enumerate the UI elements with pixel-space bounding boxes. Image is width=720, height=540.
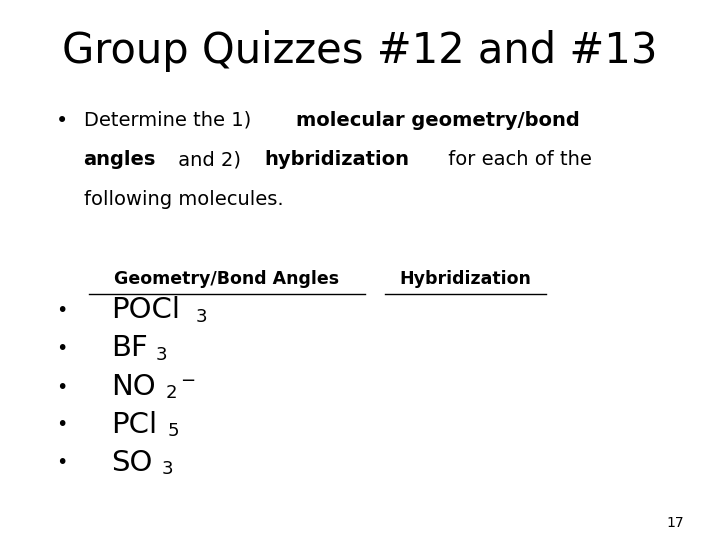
Text: •: • — [56, 377, 68, 397]
Text: •: • — [56, 339, 68, 358]
Text: hybridization: hybridization — [264, 150, 409, 169]
Text: molecular geometry/bond: molecular geometry/bond — [296, 111, 580, 130]
Text: Group Quizzes #12 and #13: Group Quizzes #12 and #13 — [62, 30, 658, 72]
Text: 3: 3 — [161, 460, 173, 478]
Text: BF: BF — [111, 334, 148, 362]
Text: 5: 5 — [167, 422, 179, 440]
Text: •: • — [56, 301, 68, 320]
Text: PCl: PCl — [111, 411, 157, 439]
Text: •: • — [56, 111, 68, 131]
Text: NO: NO — [111, 373, 156, 401]
Text: 17: 17 — [667, 516, 684, 530]
Text: 3: 3 — [156, 346, 168, 363]
Text: Hybridization: Hybridization — [400, 270, 532, 288]
Text: following molecules.: following molecules. — [84, 190, 283, 208]
Text: −: − — [180, 372, 195, 390]
Text: 2: 2 — [166, 384, 177, 402]
Text: •: • — [56, 453, 68, 472]
Text: Geometry/Bond Angles: Geometry/Bond Angles — [114, 270, 339, 288]
Text: 3: 3 — [195, 308, 207, 326]
Text: angles: angles — [84, 150, 156, 169]
Text: POCl: POCl — [111, 296, 180, 325]
Text: Determine the 1): Determine the 1) — [84, 111, 257, 130]
Text: for each of the: for each of the — [441, 150, 591, 169]
Text: •: • — [56, 415, 68, 435]
Text: and 2): and 2) — [172, 150, 248, 169]
Text: SO: SO — [111, 449, 152, 477]
